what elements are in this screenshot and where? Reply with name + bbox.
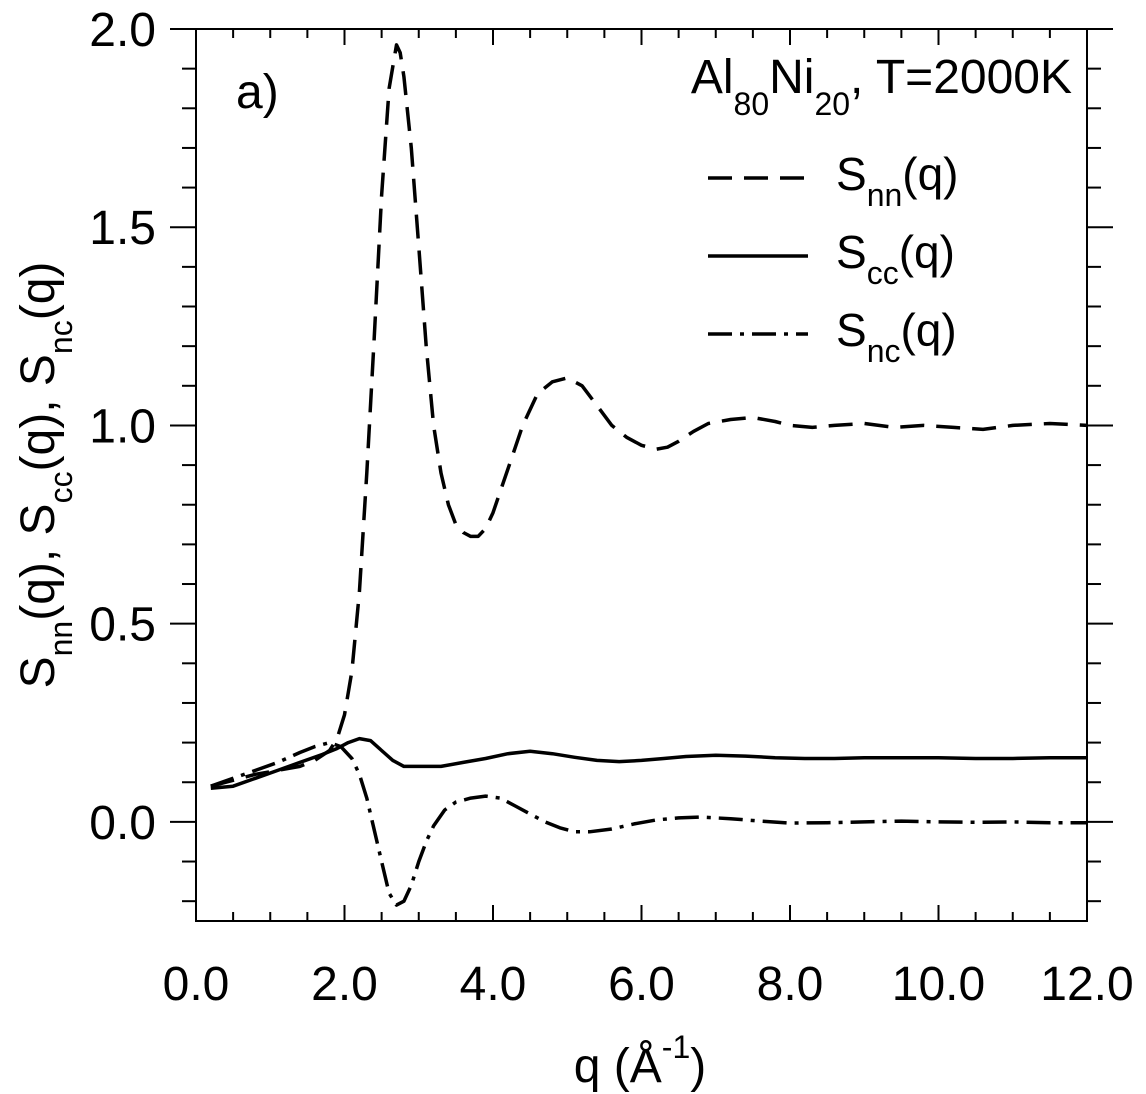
panel-label: a)	[236, 66, 279, 119]
annotation-rest: , T=2000K	[850, 51, 1072, 104]
x-tick-label: 12.0	[1040, 958, 1133, 1011]
series-line-nn	[210, 43, 1088, 788]
series-lines	[210, 43, 1088, 907]
series-line-nc	[210, 740, 1087, 907]
x-tick-label: 4.0	[460, 958, 527, 1011]
legend-label-nc: Snc(q)	[836, 304, 957, 369]
y-tick-label: 1.5	[89, 202, 156, 255]
axis-ticks	[170, 28, 1113, 921]
annotation-ni: Ni	[769, 51, 814, 104]
y-tick-label: 1.0	[89, 400, 156, 453]
y-axis-title: Snn(q), Scc(q), Snc(q)	[12, 262, 79, 689]
y-tick-label: 0.5	[89, 599, 156, 652]
y-tick-label: 0.0	[89, 797, 156, 850]
annotation-al-sub: 80	[734, 86, 770, 122]
y-tick-label: 2.0	[89, 4, 156, 57]
x-tick-label: 8.0	[757, 958, 824, 1011]
annotation-ni-sub: 20	[814, 86, 850, 122]
x-axis-title: q (Å-1)	[574, 1029, 706, 1093]
x-tick-label: 2.0	[311, 958, 378, 1011]
legend-label-nn: Snn(q)	[836, 148, 959, 213]
annotation: Al80Ni20, T=2000K	[691, 51, 1072, 122]
tick-labels: 0.0 2.0 4.0 6.0 8.0 10.0 12.0 0.0 0.5 1.0 1.5 2.0	[89, 4, 1133, 1011]
legend: Snn(q) Scc(q) Snc(q)	[708, 148, 959, 369]
x-tick-label: 10.0	[892, 958, 985, 1011]
x-tick-label: 0.0	[163, 958, 230, 1011]
x-tick-label: 6.0	[608, 958, 675, 1011]
annotation-al: Al	[691, 51, 734, 104]
legend-label-cc: Scc(q)	[836, 226, 955, 291]
